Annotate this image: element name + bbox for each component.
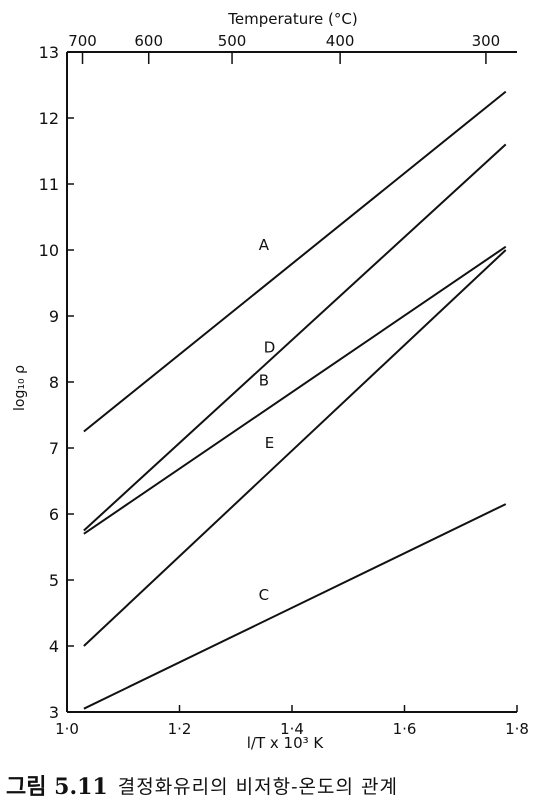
axis-labels: l/T x 10³ K log₁₀ ρ Temperature (°C) — [12, 10, 358, 752]
top-tick-label: 400 — [326, 32, 355, 50]
y-axis-label: log₁₀ ρ — [12, 365, 28, 411]
x-tick-label: 1·8 — [505, 720, 529, 738]
series-line-c — [83, 503, 507, 710]
y-tick-label: 13 — [39, 43, 59, 62]
x-tick-label: 1·4 — [280, 720, 304, 738]
figure-caption: 그림 5.11 결정화유리의 비저항-온도의 관계 — [0, 770, 539, 800]
y-tick-label: 7 — [49, 439, 59, 458]
y-tick-label: 6 — [49, 505, 59, 524]
ticks: 3 4 5 6 7 8 9 10 11 12 13 1·0 1·2 1·4 1·6 1·8 700 600 500 4… — [39, 32, 529, 738]
series-line-b — [83, 245, 507, 535]
y-tick-label: 10 — [39, 241, 59, 260]
series-line-a — [83, 90, 507, 433]
top-tick-label: 300 — [472, 32, 501, 50]
y-tick-label: 5 — [49, 571, 59, 590]
y-tick-label: 4 — [49, 637, 59, 656]
axes — [66, 51, 517, 713]
series-label-d: D — [264, 338, 276, 356]
series-label-e: E — [265, 434, 274, 452]
y-tick-label: 11 — [39, 175, 59, 194]
y-tick-label: 8 — [49, 373, 59, 392]
y-tick-label: 12 — [39, 109, 59, 128]
y-tick-label: 3 — [49, 703, 59, 722]
figure-caption-text: 결정화유리의 비저항-온도의 관계 — [117, 775, 398, 798]
x-axis-label: l/T x 10³ K — [247, 734, 325, 752]
resistivity-temperature-chart: 3 4 5 6 7 8 9 10 11 12 13 1·0 1·2 1·4 1·6 1·8 700 600 500 4… — [12, 10, 529, 752]
series-label-a: A — [259, 236, 270, 254]
series-line-d — [83, 143, 507, 532]
top-tick-label: 500 — [218, 32, 247, 50]
figure-number: 그림 5.11 — [6, 774, 108, 800]
series-lines: A DB E C — [83, 90, 507, 710]
top-axis-label: Temperature (°C) — [227, 10, 357, 28]
x-tick-label: 1·6 — [393, 720, 417, 738]
series-label-c: C — [259, 586, 269, 604]
series-label-b: B — [259, 371, 269, 389]
x-tick-label: 1·0 — [55, 720, 79, 738]
top-tick-label: 600 — [134, 32, 163, 50]
top-tick-label: 700 — [68, 32, 97, 50]
x-tick-label: 1·2 — [168, 720, 192, 738]
series-line-e — [83, 249, 507, 647]
y-tick-label: 9 — [49, 307, 59, 326]
